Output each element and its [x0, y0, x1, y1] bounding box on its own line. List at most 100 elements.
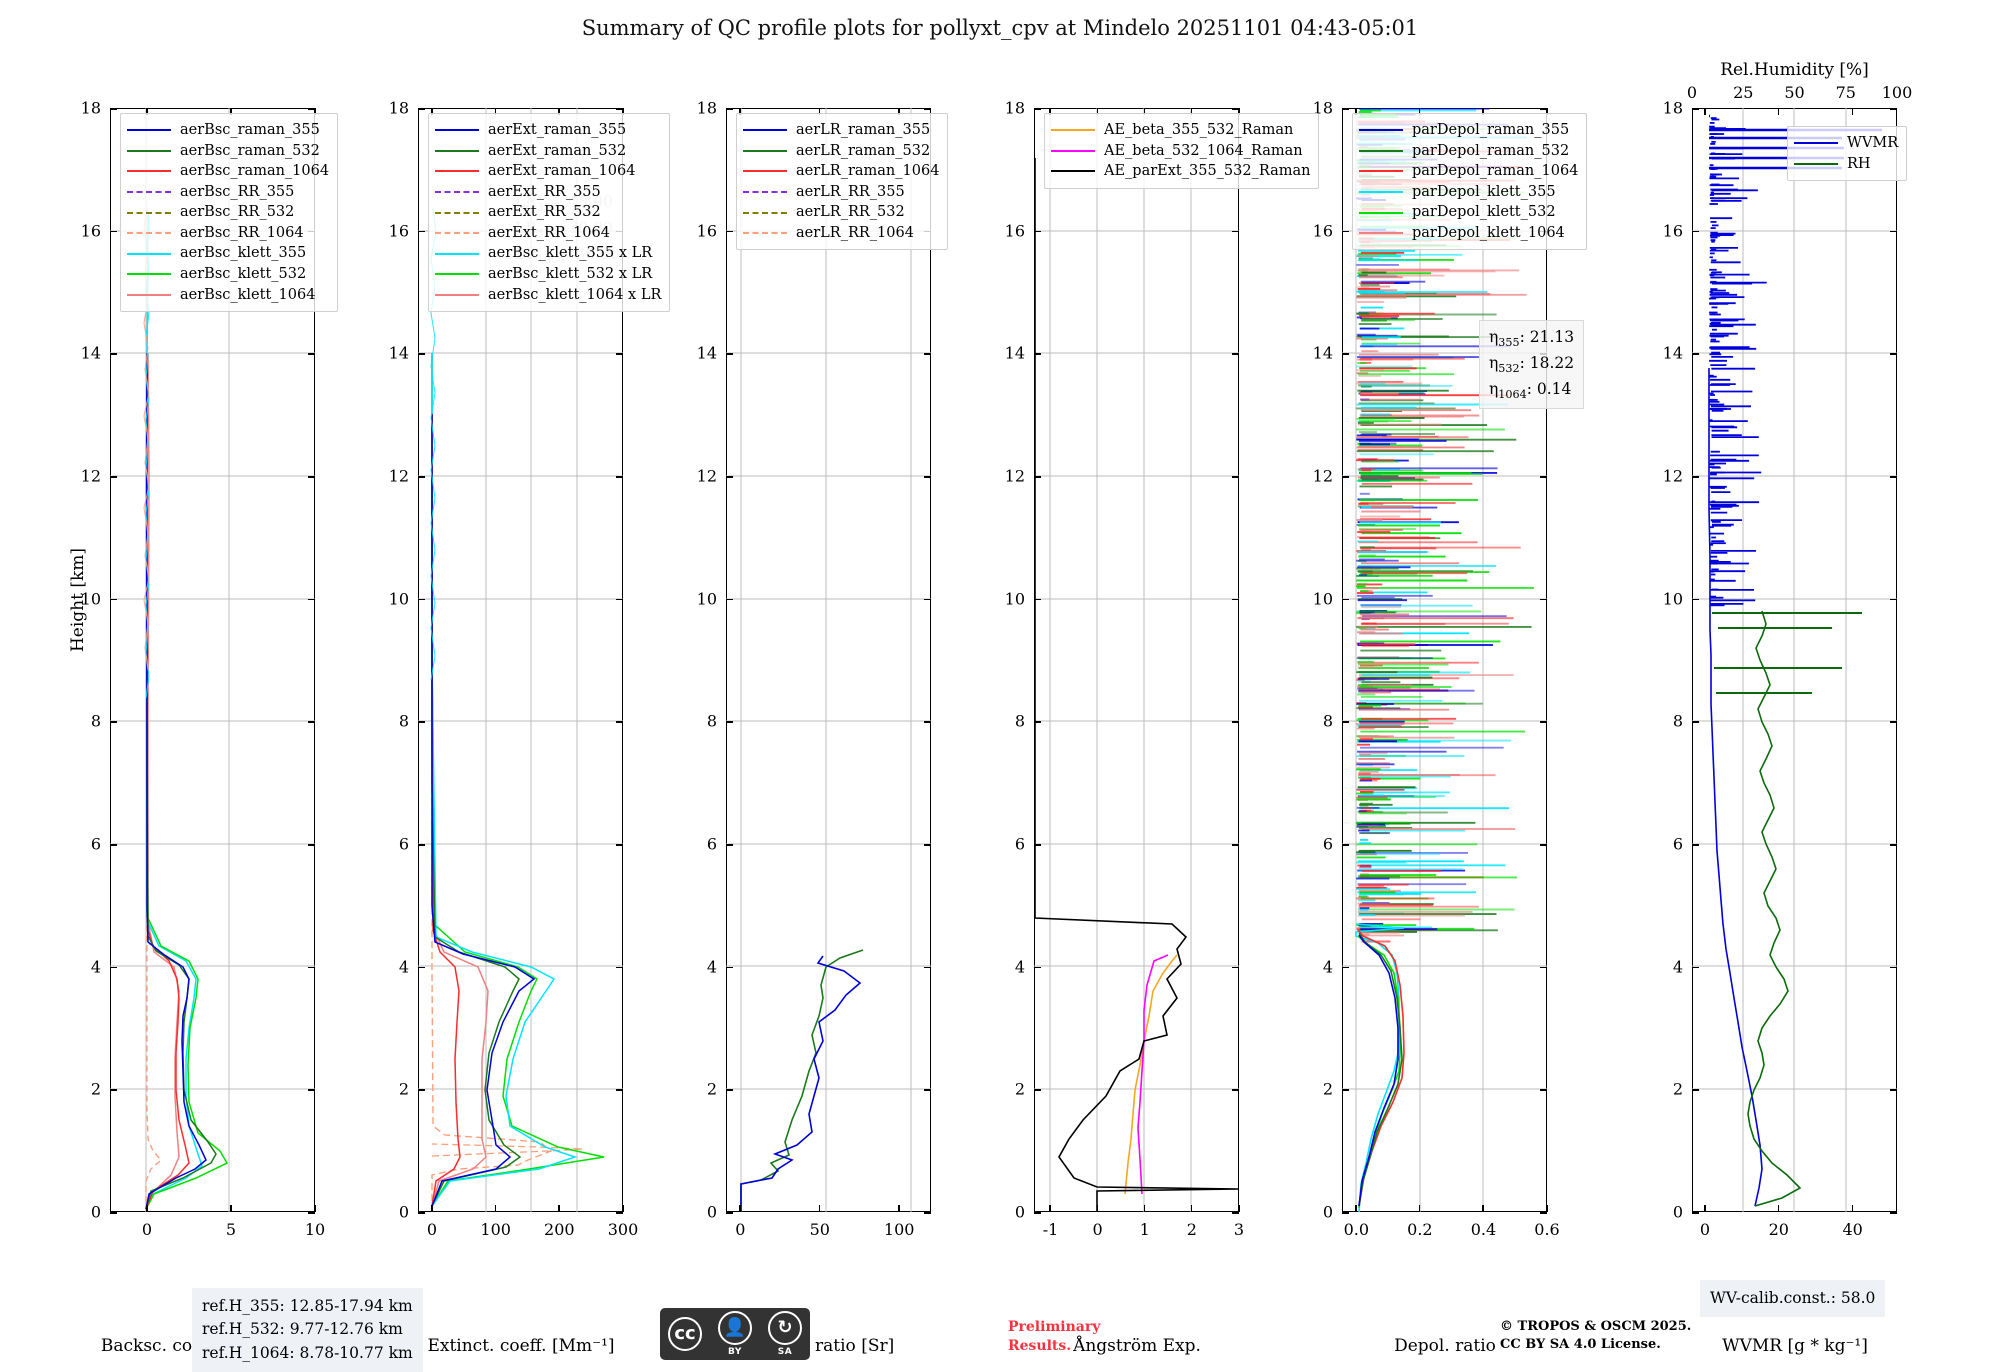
- y-tick-16: 16: [1662, 221, 1683, 241]
- legend-item-aerBsc_raman_355[interactable]: aerBsc_raman_355: [127, 120, 329, 141]
- x-tickmark-top: [1851, 108, 1854, 115]
- y-tick-8: 8: [706, 711, 717, 731]
- y-tick-18: 18: [1312, 98, 1333, 118]
- y-tick-18: 18: [1004, 98, 1025, 118]
- legend-item-AE_parExt_355_532_Raman[interactable]: AE_parExt_355_532_Raman: [1051, 161, 1310, 182]
- y-tickmark-right: [308, 598, 315, 601]
- y-tickmark-right: [1232, 1212, 1239, 1214]
- legend-label: aerLR_raman_355: [796, 122, 931, 138]
- legend-item-aerBsc_RR_355[interactable]: aerBsc_RR_355: [127, 182, 329, 203]
- y-tickmark-right: [1540, 108, 1547, 110]
- x-tick-depol-0.6: 0.6: [1534, 1220, 1560, 1239]
- y-tickmark-right: [616, 476, 623, 478]
- y-tickmark: [1034, 108, 1041, 110]
- legend-line-swatch: [127, 170, 171, 173]
- legend-item-parDepol_klett_1064[interactable]: parDepol_klett_1064: [1359, 223, 1578, 244]
- y-tickmark-right: [1232, 476, 1239, 478]
- y-tickmark: [418, 598, 425, 601]
- plot-area-depol: [1342, 108, 1547, 1212]
- legend-item-aerLR_RR_532[interactable]: aerLR_RR_532: [743, 202, 939, 223]
- y-tickmark: [1034, 1089, 1041, 1091]
- y-tick-6: 6: [1014, 834, 1025, 854]
- x-axis-label-extinct: Extinct. coeff. [Mm⁻¹]: [427, 1336, 615, 1356]
- x-tick-wvmr-20: 20: [1768, 1220, 1789, 1239]
- y-tickmark-right: [308, 1212, 315, 1214]
- y-tick-14: 14: [1662, 343, 1683, 363]
- y-tick-10: 10: [388, 589, 409, 609]
- y-tick-4: 4: [1014, 957, 1025, 977]
- x-tickmark-top: [1190, 108, 1193, 115]
- legend-item-AE_beta_532_1064_Raman[interactable]: AE_beta_532_1064_Raman: [1051, 141, 1310, 162]
- legend-line-swatch: [1051, 149, 1095, 152]
- y-tickmark: [418, 721, 425, 723]
- legend-label: parDepol_klett_355: [1412, 183, 1556, 200]
- y-tick-0: 0: [1014, 1202, 1025, 1222]
- plot-area-angstrom: [1034, 108, 1239, 1212]
- legend-item-aerLR_raman_1064[interactable]: aerLR_raman_1064: [743, 161, 939, 182]
- legend-item-aerLR_RR_1064[interactable]: aerLR_RR_1064: [743, 223, 939, 244]
- y-tickmark-right: [616, 353, 623, 355]
- y-tick-8: 8: [1322, 711, 1333, 731]
- legend-item-aerLR_RR_355[interactable]: aerLR_RR_355: [743, 182, 939, 203]
- y-tickmark: [1692, 598, 1699, 601]
- y-tickmark: [1034, 844, 1041, 846]
- legend-item-RH[interactable]: RH: [1794, 154, 1898, 175]
- legend-item-aerExt_RR_355[interactable]: aerExt_RR_355: [435, 182, 661, 203]
- legend-item-aerBsc_RR_1064[interactable]: aerBsc_RR_1064: [127, 223, 329, 244]
- y-tick-12: 12: [388, 466, 409, 486]
- legend-item-aerLR_raman_355[interactable]: aerLR_raman_355: [743, 120, 939, 141]
- y-tickmark-right: [308, 108, 315, 110]
- x-tickmark-top: [1777, 108, 1780, 115]
- x-tick-backsc-10: 10: [304, 1220, 326, 1239]
- y-tick-2: 2: [1672, 1079, 1683, 1099]
- legend-label: aerBsc_klett_355: [180, 245, 307, 262]
- x-tick-angstrom-3: 3: [1233, 1220, 1245, 1239]
- legend-item-aerBsc_klett_1064[interactable]: aerBsc_klett_1064: [127, 285, 329, 306]
- y-tick-6: 6: [1322, 834, 1333, 854]
- legend-angstrom: AE_beta_355_532_Raman AE_beta_532_1064_Ra…: [1044, 113, 1320, 189]
- x-tickmark: [314, 1205, 316, 1212]
- legend-item-parDepol_klett_532[interactable]: parDepol_klett_532: [1359, 202, 1578, 223]
- legend-item-aerBsc_raman_532[interactable]: aerBsc_raman_532: [127, 141, 329, 162]
- legend-item-aerBsc_klett_532 x LR[interactable]: aerBsc_klett_532 x LR: [435, 264, 661, 285]
- legend-item-parDepol_klett_355[interactable]: parDepol_klett_355: [1359, 182, 1578, 203]
- legend-item-aerExt_RR_1064[interactable]: aerExt_RR_1064: [435, 223, 661, 244]
- plot-area-wvmr: [1692, 108, 1897, 1212]
- legend-item-aerBsc_klett_355 x LR[interactable]: aerBsc_klett_355 x LR: [435, 243, 661, 264]
- y-tickmark: [1034, 598, 1041, 601]
- legend-item-aerExt_RR_532[interactable]: aerExt_RR_532: [435, 202, 661, 223]
- legend-item-aerExt_raman_1064[interactable]: aerExt_raman_1064: [435, 161, 661, 182]
- legend-item-aerBsc_klett_1064 x LR[interactable]: aerBsc_klett_1064 x LR: [435, 285, 661, 306]
- legend-item-parDepol_raman_1064[interactable]: parDepol_raman_1064: [1359, 161, 1578, 182]
- y-tickmark: [1692, 844, 1699, 846]
- y-tickmark: [726, 721, 733, 723]
- legend-line-swatch: [435, 273, 479, 276]
- cc-sa-badge: ↻ SA: [768, 1311, 802, 1357]
- y-tick-10: 10: [1662, 589, 1683, 609]
- legend-item-AE_beta_355_532_Raman[interactable]: AE_beta_355_532_Raman: [1051, 120, 1310, 141]
- legend-item-aerBsc_klett_532[interactable]: aerBsc_klett_532: [127, 264, 329, 285]
- x-tickmark-top: [1482, 108, 1485, 115]
- y-tick-18: 18: [388, 98, 409, 118]
- x-tick-wvmr-40: 40: [1842, 1220, 1863, 1239]
- legend-item-aerLR_raman_532[interactable]: aerLR_raman_532: [743, 141, 939, 162]
- legend-label: WVMR: [1847, 135, 1899, 151]
- legend-item-aerExt_raman_532[interactable]: aerExt_raman_532: [435, 141, 661, 162]
- y-tickmark: [1034, 1212, 1041, 1214]
- legend-item-aerBsc_raman_1064[interactable]: aerBsc_raman_1064: [127, 161, 329, 182]
- y-tickmark: [110, 353, 117, 355]
- legend-item-aerBsc_klett_355[interactable]: aerBsc_klett_355: [127, 243, 329, 264]
- y-tickmark-right: [924, 721, 931, 723]
- legend-item-parDepol_raman_532[interactable]: parDepol_raman_532: [1359, 141, 1578, 162]
- legend-item-WVMR[interactable]: WVMR: [1794, 133, 1898, 154]
- legend-item-aerExt_raman_355[interactable]: aerExt_raman_355: [435, 120, 661, 141]
- legend-item-aerBsc_RR_532[interactable]: aerBsc_RR_532: [127, 202, 329, 223]
- y-tickmark-right: [308, 966, 315, 969]
- y-tick-14: 14: [1312, 343, 1333, 363]
- legend-line-swatch: [435, 149, 479, 152]
- legend-item-parDepol_raman_355[interactable]: parDepol_raman_355: [1359, 120, 1578, 141]
- legend-label: parDepol_klett_532: [1412, 204, 1556, 221]
- y-tick-8: 8: [90, 711, 101, 731]
- y-tick-18: 18: [1662, 98, 1683, 118]
- y-tickmark-right: [924, 476, 931, 478]
